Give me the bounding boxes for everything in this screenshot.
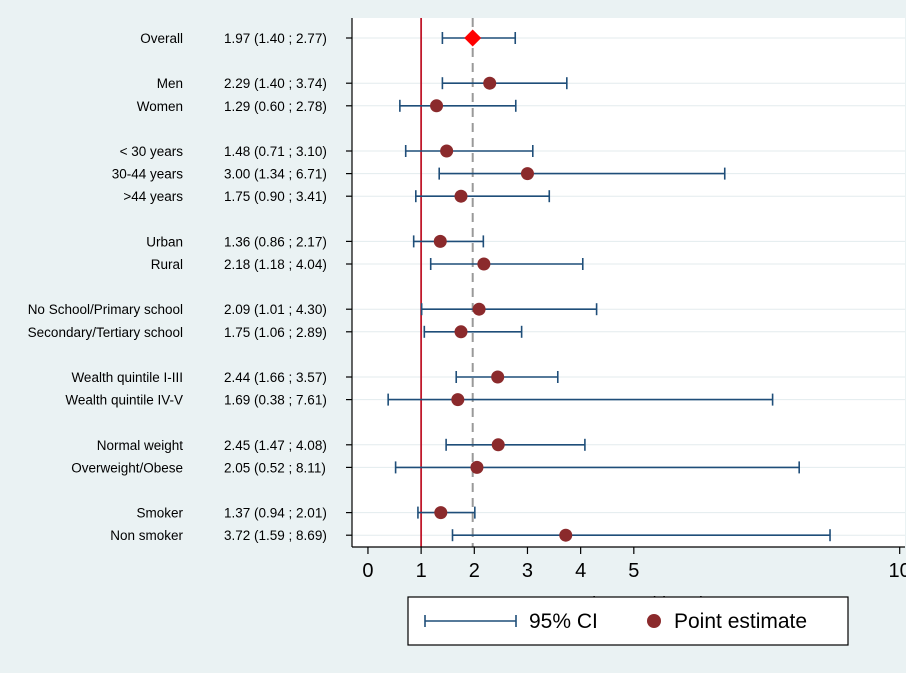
point-estimate [491,370,505,384]
point-estimate [520,167,534,181]
overall-point-diamond [464,29,482,47]
ci-bar [394,461,800,474]
point-estimate [430,99,444,113]
estimate-label: 1.36 (0.86 ; 2.17) [224,234,327,249]
point-estimate [559,528,573,542]
estimate-label: 2.29 (1.40 ; 3.74) [224,76,327,91]
legend-label-ci: 95% CI [529,610,598,633]
ci-bar [399,99,517,112]
estimate-label: 1.29 (0.60 ; 2.78) [224,99,327,114]
legend-ci-symbol [424,615,517,627]
estimate-label: 1.37 (0.94 ; 2.01) [224,506,327,521]
row-label: 30-44 years [112,167,184,182]
estimate-label: 2.44 (1.66 ; 3.57) [224,370,327,385]
ci-bar [412,235,485,248]
point-estimate [434,506,448,520]
row-label: No School/Primary school [28,302,183,317]
row-label: Urban [146,234,183,249]
point-estimate [440,144,454,158]
ci-bar [438,167,726,180]
estimate-label: 1.69 (0.38 ; 7.61) [224,393,327,408]
x-tick-label: 4 [575,560,586,582]
point-estimate [451,393,465,407]
point-estimate [454,325,468,339]
ci-bar [451,529,831,542]
x-tick-label: 3 [522,560,533,582]
x-tick-label: 2 [469,560,480,582]
point-estimate [433,234,447,248]
point-estimates [430,29,573,542]
row-label: Non smoker [110,528,183,543]
legend-point-symbol [647,614,661,628]
ci-bar [404,145,534,157]
ci-bar [441,77,568,90]
row-label: Secondary/Tertiary school [28,325,183,340]
row-label: Normal weight [97,438,184,453]
row-label: >44 years [123,189,183,204]
x-axis: 0 1 2 3 4 5 10 [346,18,906,582]
ci-bar [420,303,598,316]
ci-bar [445,438,586,451]
estimate-label: 2.18 (1.18 ; 4.04) [224,257,327,272]
row-label: Smoker [136,506,183,521]
row-label: Overall [140,31,183,46]
x-tick-label: 5 [628,560,639,582]
row-label: Women [137,99,183,114]
x-tick-label: 1 [416,560,427,582]
point-estimate [454,189,468,203]
estimate-label: 1.75 (1.06 ; 2.89) [224,325,327,340]
row-label: Rural [151,257,183,272]
x-tick-label: 10 [889,560,906,582]
point-estimate [472,302,486,316]
estimate-label: 2.05 (0.52 ; 8.11) [224,460,326,475]
estimate-label: 3.72 (1.59 ; 8.69) [224,528,327,543]
point-estimate [491,438,505,452]
legend: 95% CI Point estimate [407,596,849,646]
row-labels: Overall 1.97 (1.40 ; 2.77) Men 2.29 (1.40 ;… [28,31,327,543]
row-label: Men [157,76,183,91]
legend-label-point: Point estimate [674,610,807,633]
row-label: Wealth quintile I-III [71,370,183,385]
estimate-label: 1.97 (1.40 ; 2.77) [224,31,327,46]
estimate-label: 1.48 (0.71 ; 3.10) [224,144,327,159]
point-estimate [483,76,497,90]
estimate-label: 1.75 (0.90 ; 3.41) [224,189,327,204]
point-estimate [470,460,484,474]
estimate-label: 3.00 (1.34 ; 6.71) [224,167,327,182]
point-estimate [477,257,491,271]
row-label: Overweight/Obese [71,460,183,475]
ci-bar [455,371,559,383]
row-label: < 30 years [120,144,184,159]
estimate-label: 2.09 (1.01 ; 4.30) [224,302,327,317]
ci-bar [415,190,551,203]
ci-bar [429,258,584,270]
row-label: Wealth quintile IV-V [65,393,183,408]
estimate-label: 2.45 (1.47 ; 4.08) [224,438,327,453]
x-tick-label: 0 [362,560,373,582]
ci-bar [423,325,523,338]
